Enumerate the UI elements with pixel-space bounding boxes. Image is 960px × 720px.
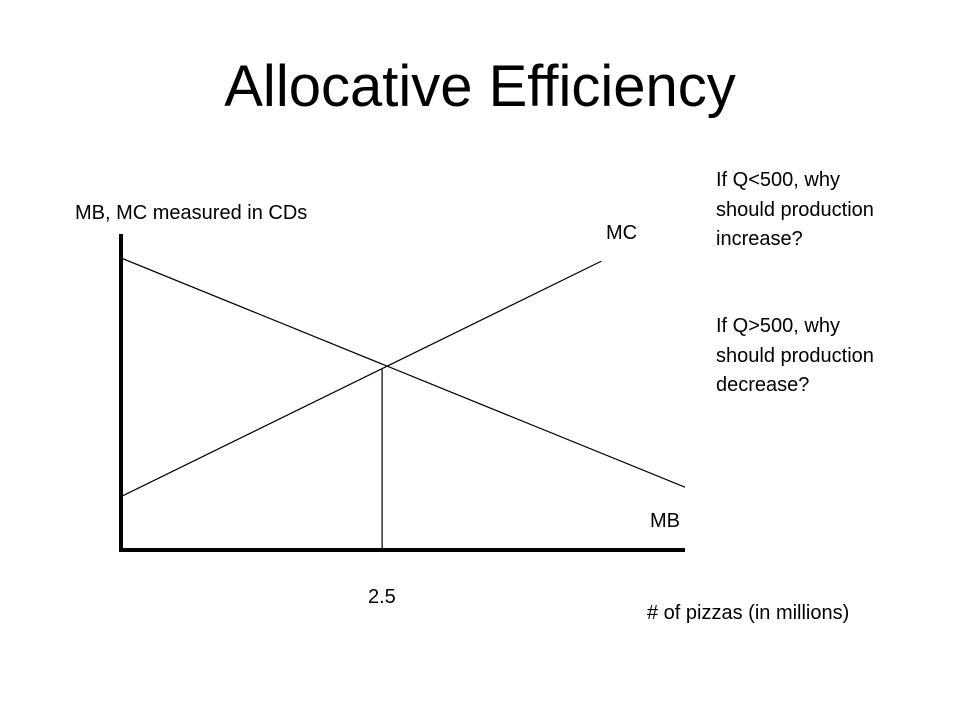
x-axis-label: # of pizzas (in millions): [647, 602, 850, 624]
question-decrease: If Q>500, why should production decrease…: [716, 315, 874, 396]
x-tick-label-2-5: 2.5: [368, 586, 396, 608]
question-increase: If Q<500, why should production increase…: [716, 169, 874, 250]
series-line-mc: [120, 260, 602, 498]
y-axis-label: MB, MC measured in CDs: [75, 202, 308, 224]
slide-title: Allocative Efficiency: [224, 54, 736, 119]
series-label-mb: MB: [650, 510, 680, 532]
axes: [119, 234, 685, 552]
series-line-mb: [120, 257, 686, 488]
series-label-mc: MC: [606, 222, 638, 244]
series-lines: [120, 257, 686, 498]
